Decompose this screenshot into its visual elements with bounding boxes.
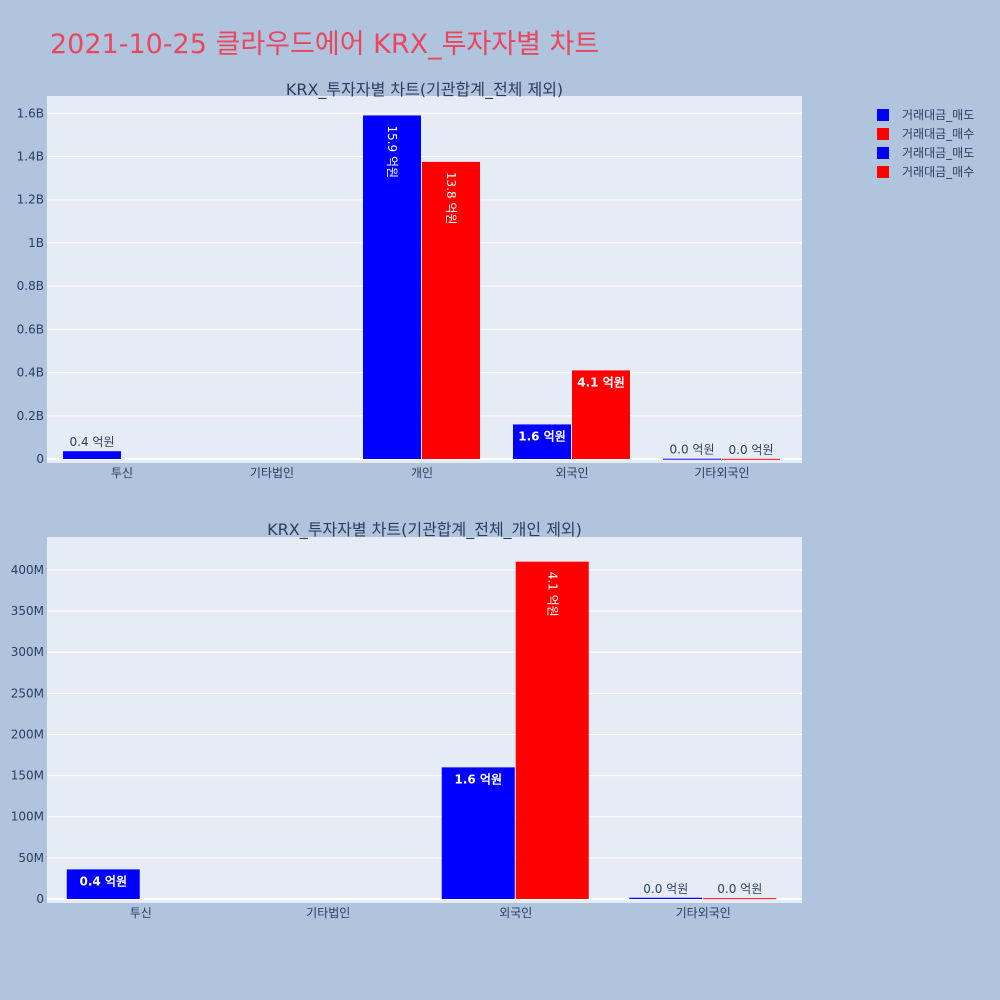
x-tick-label: 외국인 bbox=[555, 466, 588, 480]
chart-title: KRX_투자자별 차트(기관합계_전체_개인 제외) bbox=[267, 520, 582, 540]
data-label: 1.6 억원 bbox=[454, 772, 502, 786]
bar[interactable] bbox=[663, 458, 721, 460]
data-label: 0.0 억원 bbox=[717, 882, 762, 896]
x-tick-label: 기타법인 bbox=[306, 906, 350, 920]
y-tick-label: 350M bbox=[11, 604, 44, 618]
chart-panel-bottom: 0 50M 100M 150M 200M 250M 300M 350M 400M KRX_투자자별… bbox=[11, 520, 802, 920]
y-tick-label: 0 bbox=[36, 452, 44, 466]
y-tick-label: 50M bbox=[18, 851, 44, 865]
plot-area bbox=[47, 537, 802, 903]
bar[interactable] bbox=[66, 869, 140, 899]
y-tick-label: 250M bbox=[11, 686, 44, 700]
legend-item[interactable]: 거래대금_매도 bbox=[877, 108, 974, 122]
legend-item[interactable]: 거래대금_매도 bbox=[877, 146, 974, 160]
y-tick-label: 1B bbox=[28, 236, 44, 250]
bar[interactable] bbox=[515, 561, 589, 899]
x-tick-label: 기타법인 bbox=[250, 466, 294, 480]
bar[interactable] bbox=[513, 424, 571, 459]
y-tick-label: 100M bbox=[11, 810, 44, 824]
y-tick-label: 300M bbox=[11, 645, 44, 659]
legend-swatch bbox=[877, 166, 889, 178]
bar[interactable] bbox=[722, 458, 780, 460]
legend-item[interactable]: 거래대금_매수 bbox=[877, 165, 974, 179]
y-tick-label: 150M bbox=[11, 769, 44, 783]
data-label: 0.0 억원 bbox=[643, 882, 688, 896]
y-tick-label: 0.8B bbox=[17, 279, 44, 293]
x-tick-label: 개인 bbox=[411, 466, 433, 480]
bar[interactable] bbox=[629, 897, 703, 899]
legend-label: 거래대금_매수 bbox=[902, 127, 974, 141]
x-tick-label: 투신 bbox=[111, 466, 133, 480]
data-label: 0.0 억원 bbox=[670, 443, 715, 457]
bar[interactable] bbox=[572, 370, 630, 459]
bar[interactable] bbox=[703, 898, 777, 900]
chart-title: KRX_투자자별 차트(기관합계_전체 제외) bbox=[286, 80, 563, 100]
legend-swatch bbox=[877, 109, 889, 121]
data-label: 4.1 억원 bbox=[545, 572, 559, 617]
legend-label: 거래대금_매수 bbox=[902, 165, 974, 179]
x-tick-label: 기타외국인 bbox=[694, 466, 749, 480]
y-tick-label: 0.4B bbox=[17, 366, 44, 380]
y-tick-label: 0.6B bbox=[17, 322, 44, 336]
data-label: 4.1 억원 bbox=[577, 375, 625, 389]
data-label: 15.9 억원 bbox=[385, 125, 399, 178]
data-label: 0.4 억원 bbox=[79, 874, 127, 888]
legend-swatch bbox=[877, 147, 889, 159]
data-label: 13.8 억원 bbox=[444, 172, 458, 225]
y-tick-label: 200M bbox=[11, 727, 44, 741]
y-tick-label: 0.2B bbox=[17, 409, 44, 423]
bar[interactable] bbox=[63, 451, 121, 459]
legend-item[interactable]: 거래대금_매수 bbox=[877, 127, 974, 141]
bar[interactable] bbox=[441, 767, 515, 899]
legend-swatch bbox=[877, 128, 889, 140]
x-tick-label: 외국인 bbox=[499, 906, 532, 920]
page-title: 2021-10-25 클라우드에어 KRX_투자자별 차트 bbox=[50, 29, 600, 60]
x-tick-label: 투신 bbox=[130, 906, 152, 920]
data-label: 1.6 억원 bbox=[518, 429, 566, 443]
y-tick-label: 1.6B bbox=[17, 106, 44, 120]
chart-panel-top: 0 0.2B 0.4B 0.6B 0.8B 1B 1.2B 1.4B 1.6B KRX_투자자별 … bbox=[17, 80, 802, 480]
y-tick-label: 0 bbox=[36, 892, 44, 906]
bar[interactable] bbox=[422, 161, 480, 459]
legend-label: 거래대금_매도 bbox=[902, 146, 974, 160]
bar[interactable] bbox=[363, 115, 421, 460]
y-tick-label: 400M bbox=[11, 563, 44, 577]
data-label: 0.0 억원 bbox=[729, 443, 774, 457]
x-tick-label: 기타외국인 bbox=[676, 906, 731, 920]
legend-label: 거래대금_매도 bbox=[902, 108, 974, 122]
y-tick-label: 1.4B bbox=[17, 150, 44, 164]
y-tick-label: 1.2B bbox=[17, 193, 44, 207]
data-label: 0.4 억원 bbox=[70, 435, 115, 449]
